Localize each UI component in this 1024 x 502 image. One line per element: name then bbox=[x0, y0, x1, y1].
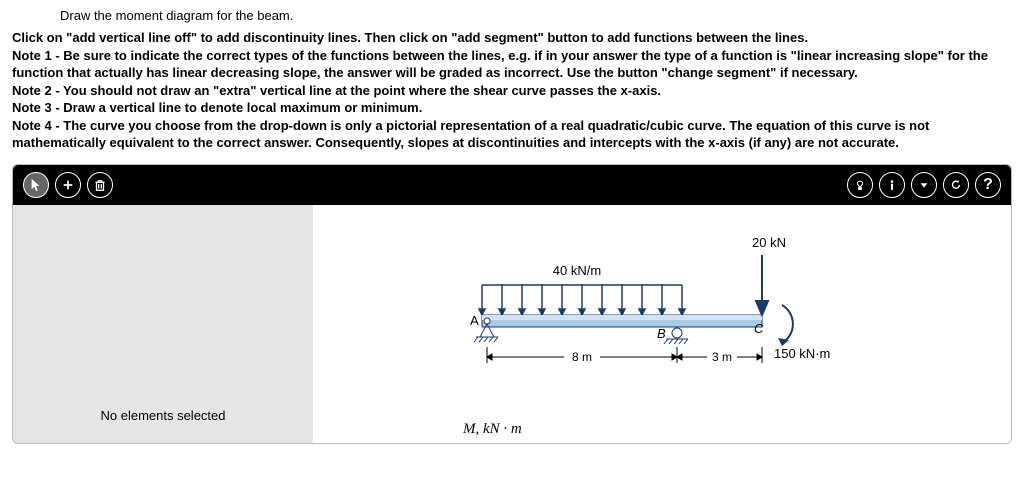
label-b: B bbox=[657, 326, 666, 341]
point-load-label: 20 kN bbox=[752, 235, 786, 250]
work-area: No elements selected bbox=[13, 205, 1011, 443]
span2-label: 3 m bbox=[712, 350, 732, 364]
hint-button[interactable] bbox=[847, 172, 873, 198]
diagram-area[interactable]: 40 kN/m A B bbox=[313, 205, 1011, 443]
moment-label: 150 kN·m bbox=[774, 346, 830, 361]
label-c: C bbox=[754, 321, 764, 336]
help-button[interactable]: ? bbox=[975, 172, 1001, 198]
toolbar: ? bbox=[13, 165, 1011, 205]
dropdown-button[interactable] bbox=[911, 172, 937, 198]
problem-title: Draw the moment diagram for the beam. bbox=[0, 0, 1024, 27]
info-button[interactable] bbox=[879, 172, 905, 198]
instruction-main: Click on "add vertical line off" to add … bbox=[12, 29, 1012, 47]
label-a: A bbox=[470, 313, 479, 328]
toolbar-right: ? bbox=[847, 172, 1001, 198]
reset-button[interactable] bbox=[943, 172, 969, 198]
dist-load-label: 40 kN/m bbox=[553, 263, 601, 278]
selection-status: No elements selected bbox=[100, 408, 225, 423]
instructions-block: Click on "add vertical line off" to add … bbox=[0, 27, 1024, 160]
cursor-tool-button[interactable] bbox=[23, 172, 49, 198]
add-button[interactable] bbox=[55, 172, 81, 198]
axis-label: M, kN · m bbox=[463, 421, 522, 438]
span1-label: 8 m bbox=[572, 350, 592, 364]
instruction-note1: Note 1 - Be sure to indicate the correct… bbox=[12, 47, 1012, 82]
instruction-note2: Note 2 - You should not draw an "extra" … bbox=[12, 82, 1012, 100]
canvas-frame: ? No elements selected bbox=[12, 164, 1012, 444]
instruction-note3: Note 3 - Draw a vertical line to denote … bbox=[12, 99, 1012, 117]
delete-button[interactable] bbox=[87, 172, 113, 198]
beam-diagram: 40 kN/m A B bbox=[452, 225, 872, 415]
instruction-note4: Note 4 - The curve you choose from the d… bbox=[12, 117, 1012, 152]
side-panel: No elements selected bbox=[13, 205, 313, 443]
toolbar-left bbox=[23, 172, 113, 198]
